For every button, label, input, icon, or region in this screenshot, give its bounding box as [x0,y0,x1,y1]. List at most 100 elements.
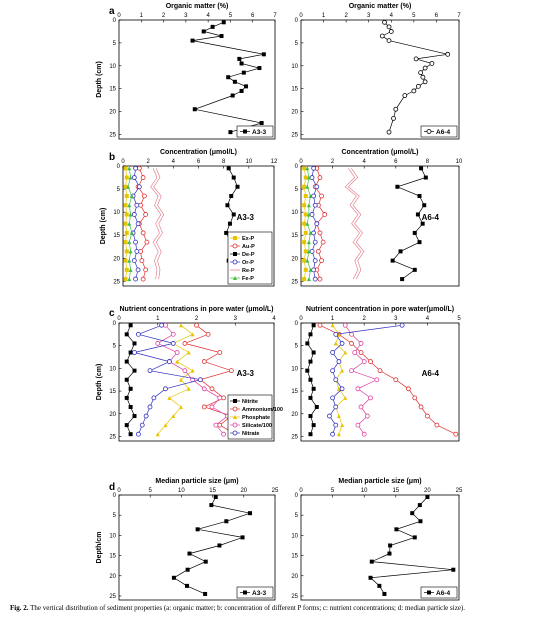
data-point [311,423,316,428]
series-line [150,168,162,280]
y-tick-label: 5 [113,344,117,350]
legend-box [236,125,274,138]
data-point [239,61,244,66]
data-point [306,277,311,282]
x-tick-label: 25 [272,488,279,494]
data-point [140,175,146,180]
plot-frame [300,322,460,442]
data-point [306,203,311,208]
data-point [124,249,129,254]
x-tick-label: 6 [197,159,201,165]
data-point [140,276,146,282]
data-point [305,258,310,263]
plot-frame [300,165,460,287]
data-point [174,350,180,355]
data-point [226,166,231,171]
legend-marker [233,415,237,419]
y-tick-label: 25 [109,594,116,600]
y-tick-label: 25 [291,594,298,600]
data-point [186,386,191,391]
data-point [209,404,215,410]
data-point [167,395,172,400]
data-point [319,193,324,199]
data-point [412,267,417,272]
data-point [232,79,237,84]
data-point [410,511,415,516]
data-point [400,277,405,282]
data-point [128,386,133,391]
data-point [171,414,176,419]
plot-frame [300,494,460,601]
data-point [311,386,316,391]
figure-caption: Fig. 2. The vertical distribution of sed… [10,604,550,613]
data-point [123,184,128,189]
legend-label: Or-P [242,260,254,266]
y-tick-label: 25 [291,279,298,285]
data-point [123,166,128,171]
series-line [173,496,252,595]
data-point [126,184,131,189]
data-point [195,527,200,532]
legend-marker [232,259,238,265]
data-point [179,404,183,409]
data-point [182,368,188,374]
data-point [349,368,354,374]
data-point [311,165,317,171]
x-tick-label: 0 [299,159,303,165]
station-label: A3-3 [237,369,255,378]
x-tick-label: 10 [178,488,185,494]
y-tick-label: 15 [109,389,116,395]
data-point [139,258,145,264]
y-tick-label: 0 [295,18,299,24]
data-point [388,543,393,548]
data-point [186,350,191,355]
x-tick-label: 0 [299,316,303,322]
data-point [349,341,354,346]
data-point [306,249,311,254]
data-point [261,52,266,57]
y-axis-label: Depth (cm) [96,364,103,401]
data-point [417,240,422,245]
data-point [179,323,183,328]
data-point [386,24,392,30]
data-point [305,166,310,171]
x-tick-label: 1 [156,316,160,322]
data-point [425,495,430,500]
data-point [309,175,315,180]
data-point [309,212,315,217]
data-point [302,277,307,282]
y-tick-label: 10 [291,64,298,70]
data-point [228,130,233,135]
x-tick-label: 6 [394,159,398,165]
data-point [303,249,308,254]
y-tick-label: 15 [291,389,298,395]
data-point [308,194,313,198]
legend-label: Re-P [242,268,255,274]
data-point [411,88,417,94]
y-tick-label: 0 [117,164,121,170]
legend-box [227,231,273,285]
y-axis-label: Depth/cm [96,532,103,564]
data-point [132,368,137,373]
y-tick-label: 15 [291,554,298,560]
data-point [445,51,451,57]
data-point [358,341,364,346]
data-point [377,368,383,374]
x-tick-label: 2 [331,159,335,165]
data-point [336,359,342,364]
data-point [124,175,129,180]
data-point [391,116,396,121]
data-point [127,240,132,245]
data-point [131,258,137,264]
data-point [185,567,190,572]
data-point [308,395,313,400]
legend-label: Phosphate [242,415,270,421]
plot-frame [300,19,460,140]
data-point [128,175,133,180]
x-tick-label: 2 [344,13,348,19]
data-point [302,240,307,245]
data-point [135,431,141,437]
y-tick-label: 20 [109,412,116,418]
data-point [131,175,137,180]
data-point [224,519,229,524]
